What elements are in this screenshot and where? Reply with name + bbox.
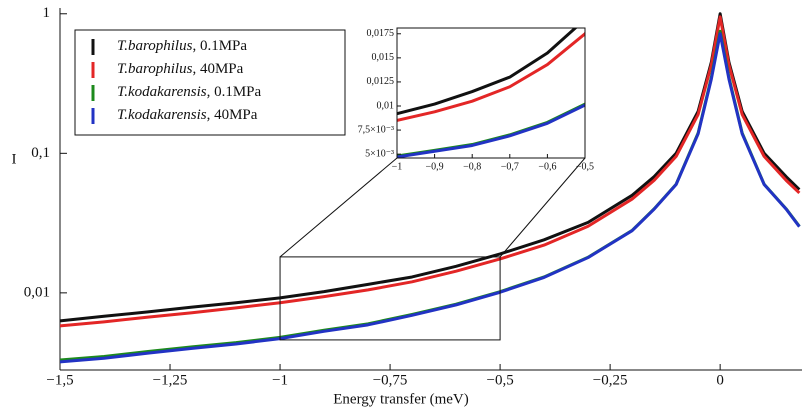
main-series [60,12,801,364]
inset-x-tick-label: −0,9 [426,161,444,172]
inset-x-tick-label: −0,5 [576,161,594,172]
inset-y-tick-label: 0,0175 [367,28,395,39]
x-tick-label: −1,5 [46,372,73,388]
inset-x-tick-label: −0,6 [538,161,556,172]
inset-x-tick-label: −0,7 [501,161,519,172]
x-tick-label: −0,25 [593,372,628,388]
y-axis-label: I [12,151,17,167]
x-tick-label: −0,75 [373,372,408,388]
inset-y-tick-label: 7,5×10⁻³ [358,124,394,135]
y-tick-label: 1 [43,5,51,21]
inset-x-tick-label: −0,8 [463,161,481,172]
zoom-connector [499,157,586,258]
legend-label: T.barophilus, 0.1MPa [117,38,247,54]
x-tick-label: 0 [716,372,724,388]
zoom-connector [279,157,398,258]
legend-box [74,29,346,136]
inset-y-tick-label: 0,015 [372,52,395,63]
inset-y-tick-label: 0,01 [377,100,395,111]
zoom-box [279,256,501,341]
inset-y-tick-label: 5×10⁻³ [365,148,394,159]
legend-label: T.barophilus, 40MPa [117,61,244,77]
inset-y-tick-label: 0,0125 [367,76,395,87]
x-tick-label: −1 [272,372,288,388]
series-line [60,15,801,328]
series-line [60,32,801,364]
y-tick-label: 0,01 [24,284,50,300]
x-tick-label: −1,25 [153,372,188,388]
legend-label: T.kodakarensis, 0.1MPa [117,84,262,100]
y-tick-label: 0,1 [31,145,50,161]
inset-x-tick-label: −1 [392,161,403,172]
x-tick-label: −0,5 [486,372,513,388]
legend-label: T.kodakarensis, 40MPa [117,107,258,123]
inset-frame [396,27,586,159]
x-axis-label: Energy transfer (meV) [333,391,469,407]
